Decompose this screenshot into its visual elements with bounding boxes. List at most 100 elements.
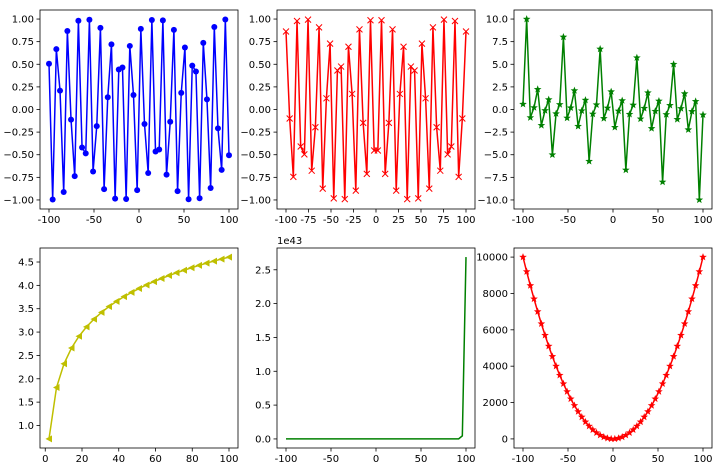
- marker: [165, 272, 173, 280]
- plot-area: [286, 257, 467, 440]
- marker-stroke: [407, 63, 415, 70]
- marker: [644, 88, 652, 96]
- marker: [429, 24, 437, 31]
- marker-stroke: [403, 195, 411, 203]
- offset-text: 1e43: [277, 236, 302, 247]
- marker: [533, 307, 542, 315]
- marker: [666, 101, 674, 109]
- marker: [293, 17, 301, 25]
- y-tick-label: 5.0: [492, 60, 508, 71]
- marker: [655, 96, 663, 105]
- marker: [374, 147, 382, 154]
- marker: [607, 87, 615, 95]
- marker: [673, 115, 682, 123]
- marker-stroke: [458, 115, 466, 122]
- x-tick-label: 0: [136, 215, 142, 226]
- marker: [126, 42, 133, 49]
- marker: [600, 114, 608, 122]
- x-tick-label: -75: [300, 215, 316, 226]
- y-tick-label: −0.75: [240, 173, 271, 184]
- marker: [68, 344, 75, 352]
- y-tick-label: 0.00: [249, 105, 271, 116]
- subplot: -100 -50 0 50 100 −1.00 −0.75 −0.50 −0.25 0.00 0.2…: [3, 9, 239, 226]
- y-tick-label: 8000: [483, 289, 508, 300]
- y-tick-label: −0.25: [240, 128, 271, 139]
- marker-stroke: [425, 185, 433, 192]
- y-tick-label: 0.25: [249, 82, 271, 93]
- y-tick-label: 0.25: [12, 82, 34, 93]
- y-tick-label: −1.00: [3, 195, 34, 206]
- marker-stroke: [455, 173, 463, 181]
- marker: [669, 60, 678, 68]
- axes-frame: [513, 247, 713, 449]
- marker: [566, 394, 575, 403]
- marker-stroke: [451, 17, 459, 25]
- marker: [588, 109, 597, 118]
- marker: [135, 285, 142, 293]
- marker: [49, 196, 56, 203]
- marker: [90, 315, 98, 323]
- marker: [699, 110, 707, 119]
- marker: [592, 428, 601, 437]
- marker: [425, 185, 433, 192]
- marker: [90, 168, 97, 175]
- marker: [345, 43, 352, 51]
- marker: [537, 121, 546, 129]
- data-line: [286, 257, 467, 440]
- marker: [581, 96, 590, 104]
- y-tick-label: 0.00: [12, 105, 34, 116]
- y-tick-label: −0.75: [3, 173, 34, 184]
- marker: [218, 255, 225, 263]
- marker: [691, 97, 700, 105]
- plot-area: [282, 16, 470, 203]
- marker-stroke: [315, 24, 323, 31]
- marker: [458, 115, 466, 122]
- marker: [57, 87, 64, 94]
- x-tick-label: 100: [219, 454, 238, 465]
- marker: [181, 44, 188, 51]
- marker: [522, 267, 531, 275]
- marker-stroke: [341, 195, 349, 203]
- marker: [662, 110, 671, 118]
- marker: [282, 28, 290, 35]
- marker: [455, 173, 463, 181]
- marker: [600, 433, 608, 441]
- marker: [526, 281, 535, 289]
- marker: [319, 185, 327, 192]
- marker: [187, 264, 195, 272]
- marker: [662, 371, 671, 379]
- y-tick-label: 3.5: [18, 304, 34, 315]
- x-tick-label: 50: [652, 215, 665, 226]
- marker: [680, 89, 689, 97]
- marker: [596, 45, 604, 53]
- marker-stroke: [381, 170, 389, 178]
- y-tick-label: 4000: [483, 362, 508, 373]
- x-tick-label: 0: [373, 215, 379, 226]
- marker: [640, 413, 649, 421]
- marker: [530, 294, 538, 303]
- marker-stroke: [389, 26, 396, 33]
- x-tick-label: 50: [652, 454, 665, 465]
- x-tick-label: 100: [693, 215, 712, 226]
- marker: [93, 123, 100, 130]
- marker: [611, 123, 619, 131]
- marker: [385, 119, 393, 127]
- marker: [337, 63, 345, 70]
- marker: [113, 297, 120, 305]
- marker: [566, 103, 575, 112]
- marker: [418, 40, 426, 47]
- marker: [163, 171, 170, 178]
- marker: [688, 107, 696, 115]
- marker: [196, 195, 203, 202]
- marker: [352, 187, 360, 194]
- marker: [301, 151, 308, 158]
- marker: [53, 384, 60, 392]
- marker-stroke: [363, 170, 371, 178]
- y-tick-label: 1.00: [12, 15, 34, 26]
- marker: [86, 16, 93, 23]
- marker: [367, 16, 374, 24]
- marker: [112, 195, 119, 202]
- marker: [680, 319, 689, 327]
- marker: [552, 109, 560, 117]
- marker: [308, 167, 316, 175]
